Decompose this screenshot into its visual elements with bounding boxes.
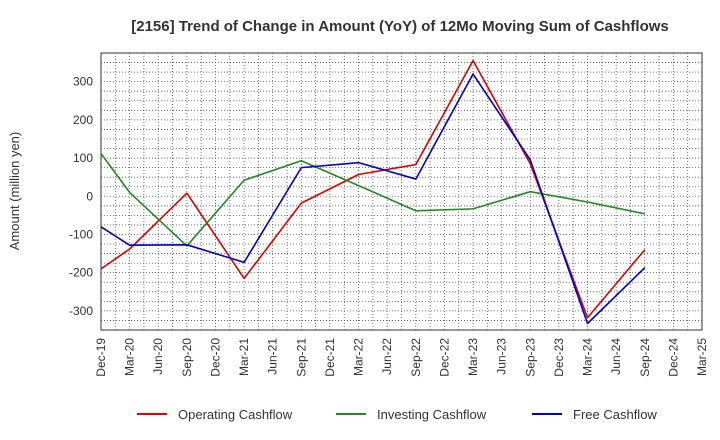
- x-tick-label: Dec-21: [323, 338, 337, 377]
- y-axis-label: Amount (million yen): [7, 132, 22, 251]
- x-tick-label: Jun-24: [609, 338, 623, 375]
- x-tick-label: Mar-20: [123, 338, 137, 376]
- x-tick-label: Dec-23: [552, 338, 566, 377]
- series-lines: [100, 59, 646, 325]
- legend: Operating Cashflow Investing Cashflow Free…: [137, 407, 657, 422]
- y-tick-label: -200: [69, 266, 93, 280]
- x-tick-label: Jun-23: [495, 338, 509, 375]
- x-tick-label: Sep-24: [638, 338, 652, 377]
- legend-label: Free Cashflow: [573, 407, 657, 422]
- x-tick-label: Sep-21: [294, 338, 308, 377]
- x-tick-label: Jun-20: [151, 338, 165, 375]
- y-tick-label: 0: [86, 189, 93, 203]
- series-line-investing-cashflow: [100, 153, 645, 247]
- x-tick-label: Sep-20: [180, 338, 194, 377]
- legend-label: Investing Cashflow: [377, 407, 487, 422]
- legend-label: Operating Cashflow: [178, 407, 293, 422]
- x-tick-label: Sep-23: [523, 338, 537, 377]
- y-tick-label: 100: [73, 151, 93, 165]
- x-tick-label: Mar-25: [695, 338, 709, 376]
- x-axis-ticks: Dec-19 Mar-20 Jun-20 Sep-20 Dec-20 Mar-21 Jun-…: [94, 338, 709, 377]
- x-tick-label: Dec-20: [208, 338, 222, 377]
- x-tick-label: Sep-22: [409, 338, 423, 377]
- y-tick-label: 200: [73, 113, 93, 127]
- grid-lines: [101, 53, 702, 330]
- series-line-free-cashflow: [100, 73, 646, 325]
- x-tick-label: Dec-24: [666, 338, 680, 377]
- x-tick-label: Mar-24: [581, 338, 595, 376]
- x-tick-label: Mar-21: [237, 338, 251, 376]
- x-tick-label: Jun-21: [266, 338, 280, 375]
- y-tick-label: 300: [73, 75, 93, 89]
- chart-title: [2156] Trend of Change in Amount (YoY) o…: [131, 18, 669, 35]
- y-tick-label: -300: [69, 304, 93, 318]
- x-tick-label: Dec-22: [437, 338, 451, 377]
- x-tick-label: Mar-23: [466, 338, 480, 376]
- y-axis-ticks: -300 -200 -100 0 100 200 300: [69, 75, 93, 318]
- x-tick-label: Mar-22: [352, 338, 366, 376]
- x-tick-label: Jun-22: [380, 338, 394, 375]
- x-tick-label: Dec-19: [94, 338, 108, 377]
- y-tick-label: -100: [69, 227, 93, 241]
